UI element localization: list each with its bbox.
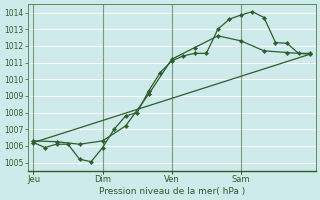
X-axis label: Pression niveau de la mer( hPa ): Pression niveau de la mer( hPa ) xyxy=(99,187,245,196)
